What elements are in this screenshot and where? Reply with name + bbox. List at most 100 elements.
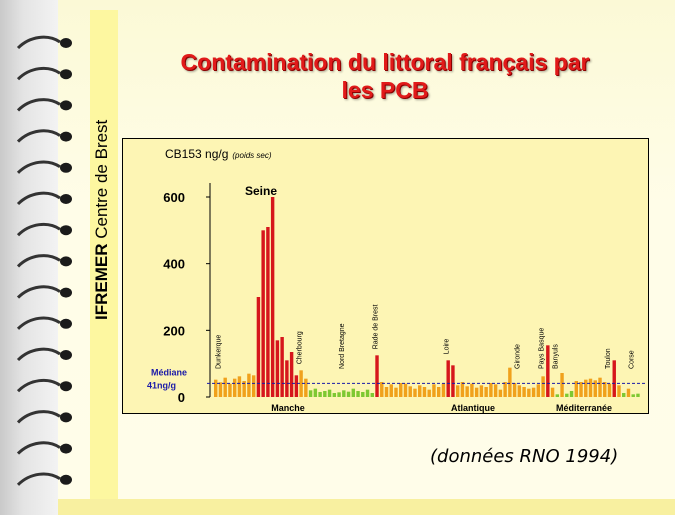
chart-bar — [550, 387, 555, 397]
chart-bar — [285, 360, 289, 397]
chart-bar — [541, 376, 545, 397]
chart-bar — [342, 390, 346, 397]
spiral-rings-icon — [16, 35, 72, 486]
chart-bar — [584, 379, 588, 397]
chart-bar — [389, 384, 393, 397]
chart-bar — [441, 383, 446, 397]
chart-bar — [479, 385, 484, 397]
y-tick-label: 400 — [163, 257, 185, 272]
chart-bar — [413, 388, 417, 397]
chart-bar — [555, 394, 560, 397]
chart-bar — [370, 393, 374, 397]
chart-bar — [280, 337, 284, 397]
chart-bar — [636, 393, 640, 397]
chart-bar — [337, 392, 341, 397]
chart-bar — [612, 360, 616, 397]
chart-bar — [247, 373, 251, 397]
spiral-ring — [16, 98, 61, 112]
site-label: Pays Basque — [538, 328, 545, 369]
chart-bar — [214, 379, 218, 397]
region-label: Méditerranée — [556, 403, 612, 413]
spiral-ring — [16, 410, 61, 424]
spiral-ring — [16, 35, 61, 50]
source-note: (données RNO 1994) — [430, 446, 619, 467]
chart-bar — [465, 386, 469, 397]
bottom-strip — [58, 499, 675, 515]
chart-bar — [427, 389, 431, 397]
spiral-hole — [60, 69, 72, 80]
spiral-hole — [60, 131, 72, 142]
spiral-hole — [60, 287, 72, 298]
y-axis-title-sub: (poids sec) — [232, 151, 271, 160]
chart-bar — [531, 387, 536, 397]
spiral-ring — [16, 347, 61, 362]
chart-bar — [574, 381, 578, 397]
chart-bar — [436, 387, 441, 397]
spiral-hole — [60, 412, 72, 423]
spiral-ring — [16, 129, 61, 143]
chart-bar — [489, 383, 493, 397]
chart-bar — [451, 365, 455, 397]
spiral-hole — [60, 474, 72, 485]
chart-bar — [546, 345, 550, 397]
spiral-hole — [60, 38, 72, 48]
spiral-hole — [60, 381, 72, 392]
chart-bar — [422, 387, 427, 397]
chart-bar — [432, 384, 436, 397]
chart-bar — [232, 378, 237, 397]
chart-bar — [375, 355, 379, 397]
site-label: Toulon — [605, 348, 612, 369]
spiral-binding — [0, 0, 72, 515]
chart-bar — [356, 391, 360, 397]
spiral-ring — [16, 222, 61, 237]
site-label: Corse — [629, 350, 636, 369]
chart-bar — [394, 387, 398, 397]
chart-bar — [270, 197, 275, 397]
median-label-line-2: 41ng/g — [147, 380, 176, 390]
chart-bar — [512, 383, 517, 397]
chart-bar — [446, 360, 450, 397]
chart-bar — [251, 375, 256, 397]
spiral-ring — [16, 66, 61, 81]
brand-bold: IFREMER — [92, 243, 111, 321]
chart-bar — [460, 382, 465, 397]
chart-bar — [294, 375, 299, 397]
chart-bar — [631, 394, 635, 397]
chart-bar — [508, 367, 512, 397]
chart-bar — [470, 383, 474, 397]
chart-bar — [323, 391, 327, 397]
chart-bar — [565, 393, 569, 397]
chart-bar — [569, 391, 574, 397]
chart-bar — [304, 378, 308, 397]
chart-bar — [399, 383, 403, 397]
site-label: Loire — [444, 339, 451, 355]
y-tick-label: 200 — [163, 323, 185, 338]
chart-bar — [522, 387, 526, 397]
title-line-1: Contamination du littoral français par — [180, 49, 590, 75]
brand-band — [90, 10, 118, 502]
chart-bar — [527, 388, 531, 397]
chart-bar — [579, 382, 583, 397]
chart-bar — [332, 393, 337, 397]
chart-bar — [361, 392, 365, 397]
spiral-ring — [16, 378, 61, 393]
chart-bar — [493, 384, 498, 397]
spiral-ring — [16, 472, 61, 486]
chart-bar — [318, 392, 322, 397]
y-tick-label: 0 — [178, 390, 185, 405]
chart-bar — [484, 387, 488, 397]
region-label: Atlantique — [451, 403, 495, 413]
spiral-hole — [60, 225, 72, 236]
chart-bar — [474, 387, 479, 397]
region-label: Manche — [271, 403, 305, 413]
site-label: Dunkerque — [216, 335, 223, 369]
chart-bar — [418, 385, 422, 397]
chart-bar — [266, 227, 270, 397]
y-tick-label: 600 — [163, 190, 185, 205]
chart-bar — [622, 393, 626, 397]
site-label: Nord Bretagne — [339, 323, 346, 369]
spiral-hole — [60, 256, 72, 267]
site-label: Rade de Brest — [372, 304, 379, 349]
site-label: Gironde — [515, 344, 522, 369]
